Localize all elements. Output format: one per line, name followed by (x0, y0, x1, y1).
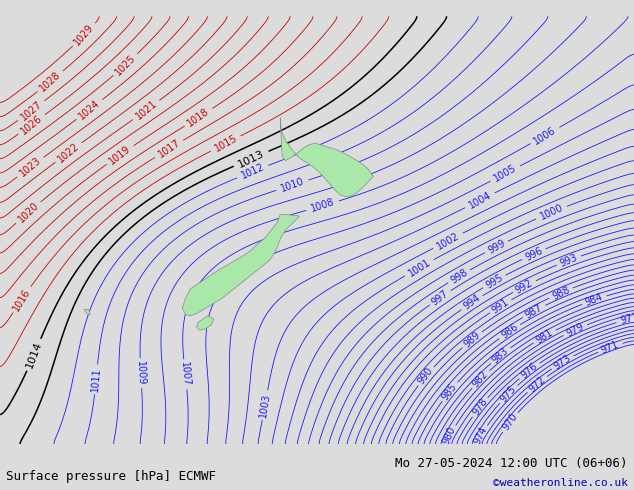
Text: 1002: 1002 (435, 230, 461, 251)
Text: 1001: 1001 (406, 257, 432, 278)
Text: 1008: 1008 (309, 197, 336, 214)
Text: 985: 985 (440, 381, 459, 402)
Text: 1018: 1018 (186, 106, 212, 128)
Polygon shape (84, 310, 91, 314)
Text: 1012: 1012 (240, 162, 266, 181)
Text: 1025: 1025 (113, 52, 138, 77)
Text: 1010: 1010 (279, 176, 306, 194)
Text: 986: 986 (499, 322, 520, 341)
Text: 1003: 1003 (258, 392, 272, 418)
Text: 1004: 1004 (467, 190, 493, 211)
Text: 1019: 1019 (107, 144, 133, 167)
Text: 976: 976 (519, 361, 540, 381)
Text: ©weatheronline.co.uk: ©weatheronline.co.uk (493, 478, 628, 488)
Text: 998: 998 (449, 267, 469, 286)
Text: 1009: 1009 (135, 361, 146, 386)
Text: 1029: 1029 (72, 22, 96, 48)
Text: 974: 974 (472, 425, 489, 446)
Text: 980: 980 (441, 425, 458, 446)
Text: 1026: 1026 (19, 113, 44, 136)
Text: 973: 973 (552, 353, 573, 371)
Text: 1015: 1015 (212, 133, 239, 154)
Text: 981: 981 (534, 327, 555, 345)
Text: 997: 997 (430, 288, 451, 307)
Text: 1024: 1024 (77, 98, 102, 122)
Text: 972: 972 (527, 374, 547, 394)
Text: 1016: 1016 (11, 287, 32, 313)
Text: 1000: 1000 (538, 203, 565, 222)
Text: 1023: 1023 (18, 155, 43, 179)
Text: 996: 996 (524, 245, 545, 263)
Text: 995: 995 (484, 272, 505, 291)
Text: 987: 987 (524, 302, 545, 320)
Text: 1014: 1014 (24, 340, 44, 369)
Text: 989: 989 (462, 330, 482, 349)
Polygon shape (183, 215, 300, 316)
Text: 990: 990 (417, 366, 436, 387)
Text: 975: 975 (498, 384, 519, 404)
Text: 993: 993 (559, 252, 579, 269)
Text: 978: 978 (470, 396, 489, 417)
Text: Surface pressure [hPa] ECMWF: Surface pressure [hPa] ECMWF (6, 469, 216, 483)
Text: 1013: 1013 (236, 148, 266, 170)
Text: 970: 970 (501, 412, 519, 433)
Text: 1027: 1027 (18, 99, 44, 122)
Text: 971: 971 (600, 340, 621, 356)
Text: 979: 979 (565, 321, 586, 339)
Text: 1006: 1006 (532, 124, 558, 147)
Text: 992: 992 (514, 277, 535, 295)
Text: 999: 999 (486, 238, 507, 256)
Text: 983: 983 (490, 345, 511, 365)
Text: 988: 988 (550, 284, 571, 301)
Text: 1017: 1017 (156, 138, 182, 160)
Polygon shape (197, 316, 214, 330)
Text: 1020: 1020 (16, 200, 41, 225)
Text: 1005: 1005 (492, 163, 519, 184)
Text: Mo 27-05-2024 12:00 UTC (06+06): Mo 27-05-2024 12:00 UTC (06+06) (395, 457, 628, 470)
Text: 994: 994 (462, 293, 482, 312)
Text: 991: 991 (490, 297, 511, 316)
Text: 1028: 1028 (38, 69, 63, 93)
Text: 1007: 1007 (179, 362, 191, 387)
Text: 977: 977 (619, 312, 634, 326)
Polygon shape (280, 118, 373, 197)
Text: 982: 982 (470, 369, 491, 390)
Text: 1011: 1011 (90, 367, 102, 392)
Text: 1022: 1022 (56, 141, 81, 164)
Text: 1021: 1021 (134, 98, 159, 122)
Text: 984: 984 (584, 292, 605, 308)
